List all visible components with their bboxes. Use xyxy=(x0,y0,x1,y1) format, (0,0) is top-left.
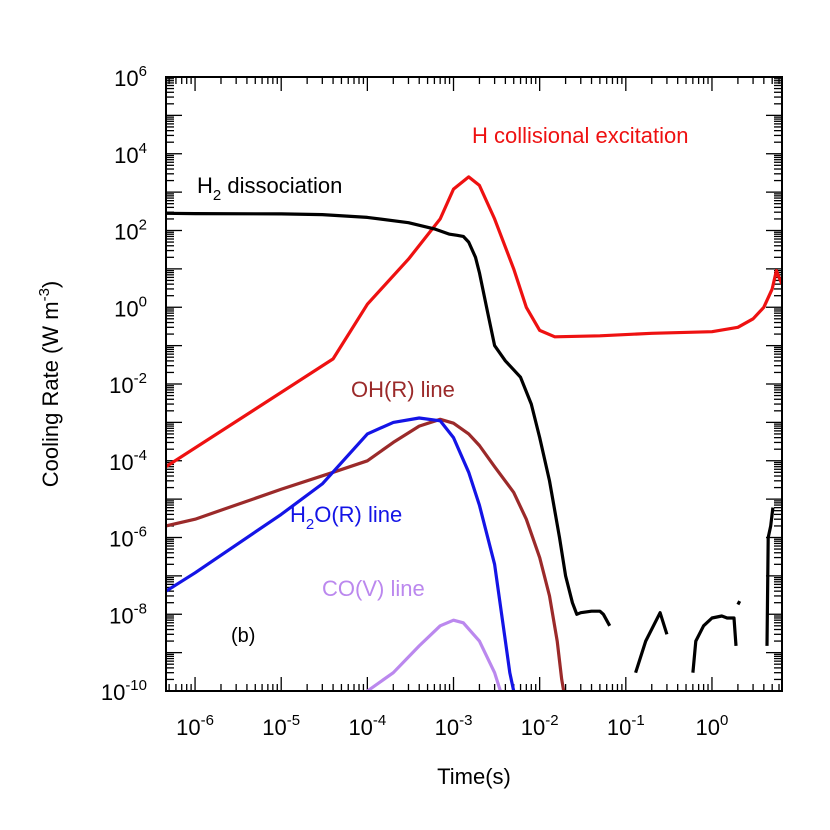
series-line-1-segment-0 xyxy=(634,611,669,674)
series-line-1-segment-1 xyxy=(691,614,738,673)
label-oh-line: OH(R) line xyxy=(351,377,455,402)
y-tick-label: 104 xyxy=(114,140,147,168)
x-axis-title: Time(s) xyxy=(437,764,511,789)
series-line-3 xyxy=(166,416,516,691)
y-tick-label: 10-6 xyxy=(109,524,147,552)
y-tick-label: 10-2 xyxy=(109,370,147,398)
y-tick-label: 10-4 xyxy=(109,447,147,475)
x-tick-label: 10-2 xyxy=(521,712,559,740)
x-tick-label: 10-4 xyxy=(348,712,386,740)
x-tick-label: 10-6 xyxy=(176,712,214,740)
x-tick-labels: 10-6 10-5 10-4 10-3 10-2 10-1 100 xyxy=(176,712,728,740)
panel-label: (b) xyxy=(231,625,255,647)
plot-frame xyxy=(165,76,783,692)
x-tick-label: 10-5 xyxy=(262,712,300,740)
series-line-0 xyxy=(166,175,782,469)
series-line-4 xyxy=(366,618,502,691)
label-h-collisional: H collisional excitation xyxy=(472,123,688,148)
label-h2-dissociation: H2 dissociation xyxy=(197,173,342,204)
x-tick-label: 10-1 xyxy=(607,712,645,740)
y-tick-label: 10-10 xyxy=(101,677,147,705)
axis-ticks xyxy=(166,76,782,692)
y-tick-label: 102 xyxy=(114,217,147,245)
y-tick-labels: 10-10 10-8 10-6 10-4 10-2 100 102 104 106 xyxy=(101,63,147,705)
label-co-line: CO(V) line xyxy=(322,576,425,601)
series-lines xyxy=(166,175,782,691)
series-line-2 xyxy=(166,417,566,691)
y-tick-label: 106 xyxy=(114,63,147,91)
y-tick-label: 10-8 xyxy=(109,600,147,628)
series-line-1 xyxy=(166,211,612,627)
label-h2o-line: H2O(R) line xyxy=(290,502,402,533)
y-tick-label: 100 xyxy=(114,293,147,321)
series-line-1-segment-2 xyxy=(736,600,742,606)
x-tick-label: 10-3 xyxy=(435,712,473,740)
series-line-1-segment-3 xyxy=(765,507,775,646)
y-axis-title: Cooling Rate (W m-3) xyxy=(36,281,63,488)
x-tick-label: 100 xyxy=(696,712,729,740)
